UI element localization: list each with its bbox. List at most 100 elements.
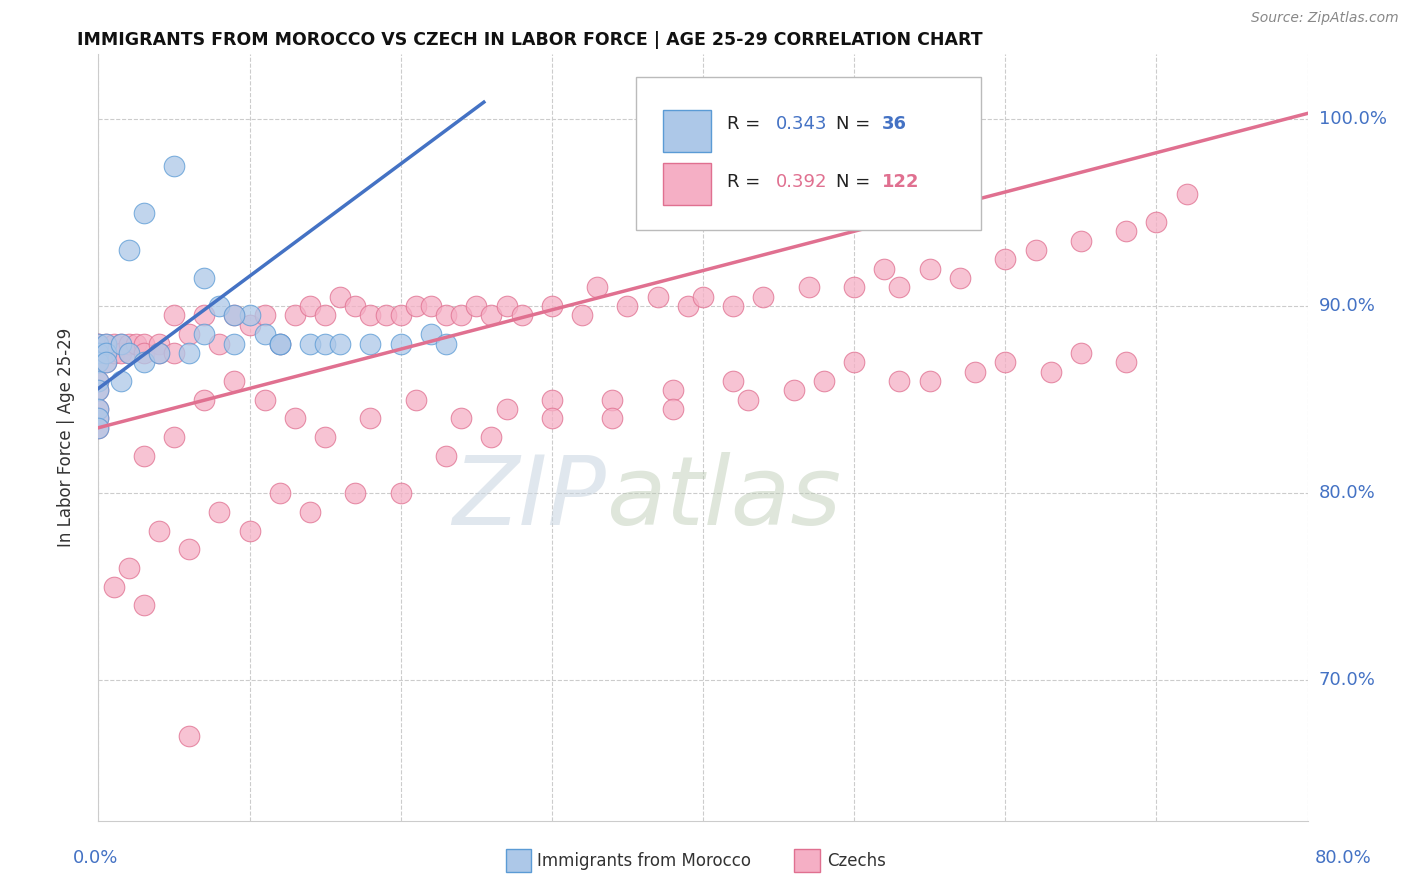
Point xyxy=(148,524,170,538)
Point xyxy=(94,355,117,369)
Point xyxy=(844,280,866,294)
Point xyxy=(118,346,141,360)
Point xyxy=(94,336,117,351)
Point xyxy=(405,299,427,313)
FancyBboxPatch shape xyxy=(664,163,711,205)
Point xyxy=(994,355,1017,369)
Point xyxy=(344,299,367,313)
Point xyxy=(1039,365,1062,379)
Point xyxy=(103,336,125,351)
Point xyxy=(465,299,488,313)
Point xyxy=(193,271,215,285)
Point xyxy=(132,355,155,369)
Point xyxy=(87,384,110,398)
Point xyxy=(889,374,911,388)
Point xyxy=(360,336,382,351)
Point xyxy=(118,243,141,257)
Point xyxy=(163,346,186,360)
Point xyxy=(314,309,336,323)
Point xyxy=(602,411,624,425)
Point xyxy=(389,336,412,351)
Point xyxy=(918,374,941,388)
Point xyxy=(179,327,201,342)
Point xyxy=(179,542,201,557)
Point xyxy=(481,430,503,444)
Point xyxy=(661,402,683,417)
Point xyxy=(253,327,276,342)
Point xyxy=(239,309,262,323)
Point xyxy=(299,505,322,519)
Point xyxy=(1115,224,1137,238)
Point xyxy=(1070,234,1092,248)
Point xyxy=(389,309,412,323)
Point xyxy=(495,299,517,313)
Point xyxy=(125,336,148,351)
Point xyxy=(87,402,110,417)
Text: R =: R = xyxy=(727,173,766,192)
Text: IMMIGRANTS FROM MOROCCO VS CZECH IN LABOR FORCE | AGE 25-29 CORRELATION CHART: IMMIGRANTS FROM MOROCCO VS CZECH IN LABO… xyxy=(77,31,983,49)
Point xyxy=(723,374,745,388)
Point xyxy=(87,411,110,425)
Point xyxy=(87,355,110,369)
Point xyxy=(239,318,262,332)
Point xyxy=(647,290,669,304)
Point xyxy=(752,290,775,304)
Point xyxy=(94,346,117,360)
Point xyxy=(389,486,412,500)
Point xyxy=(692,290,714,304)
FancyBboxPatch shape xyxy=(637,77,981,230)
Point xyxy=(208,505,231,519)
Point xyxy=(965,365,987,379)
Text: N =: N = xyxy=(837,173,876,192)
Point xyxy=(1115,355,1137,369)
Point xyxy=(269,336,291,351)
Point xyxy=(179,730,201,744)
Point xyxy=(132,346,155,360)
Point xyxy=(540,392,562,407)
Point xyxy=(132,336,155,351)
Point xyxy=(450,309,472,323)
Point xyxy=(1144,215,1167,229)
Point xyxy=(224,309,246,323)
Point xyxy=(87,355,110,369)
Point xyxy=(540,411,562,425)
Point xyxy=(87,336,110,351)
Point xyxy=(420,299,443,313)
Point xyxy=(314,336,336,351)
Point xyxy=(994,252,1017,267)
Point xyxy=(571,309,593,323)
Text: 80.0%: 80.0% xyxy=(1319,484,1375,502)
Point xyxy=(450,411,472,425)
Point xyxy=(616,299,638,313)
Point xyxy=(110,374,132,388)
Text: Czechs: Czechs xyxy=(827,852,886,870)
Point xyxy=(118,336,141,351)
Point xyxy=(434,336,457,351)
Point xyxy=(676,299,699,313)
Point xyxy=(374,309,396,323)
Text: 0.0%: 0.0% xyxy=(73,849,118,867)
Point xyxy=(110,336,132,351)
Point xyxy=(284,309,307,323)
Point xyxy=(103,580,125,594)
Point xyxy=(132,205,155,219)
Point xyxy=(148,336,170,351)
Point xyxy=(87,411,110,425)
Point xyxy=(299,336,322,351)
Point xyxy=(87,336,110,351)
Text: 0.392: 0.392 xyxy=(776,173,827,192)
Point xyxy=(723,299,745,313)
Point xyxy=(224,336,246,351)
Point xyxy=(434,309,457,323)
Point xyxy=(103,346,125,360)
Point xyxy=(495,402,517,417)
Point xyxy=(1024,243,1046,257)
Point xyxy=(118,561,141,575)
Point xyxy=(284,411,307,425)
Point xyxy=(179,346,201,360)
Point xyxy=(87,384,110,398)
Point xyxy=(253,309,276,323)
Point xyxy=(118,346,141,360)
Point xyxy=(208,299,231,313)
Point xyxy=(1070,346,1092,360)
